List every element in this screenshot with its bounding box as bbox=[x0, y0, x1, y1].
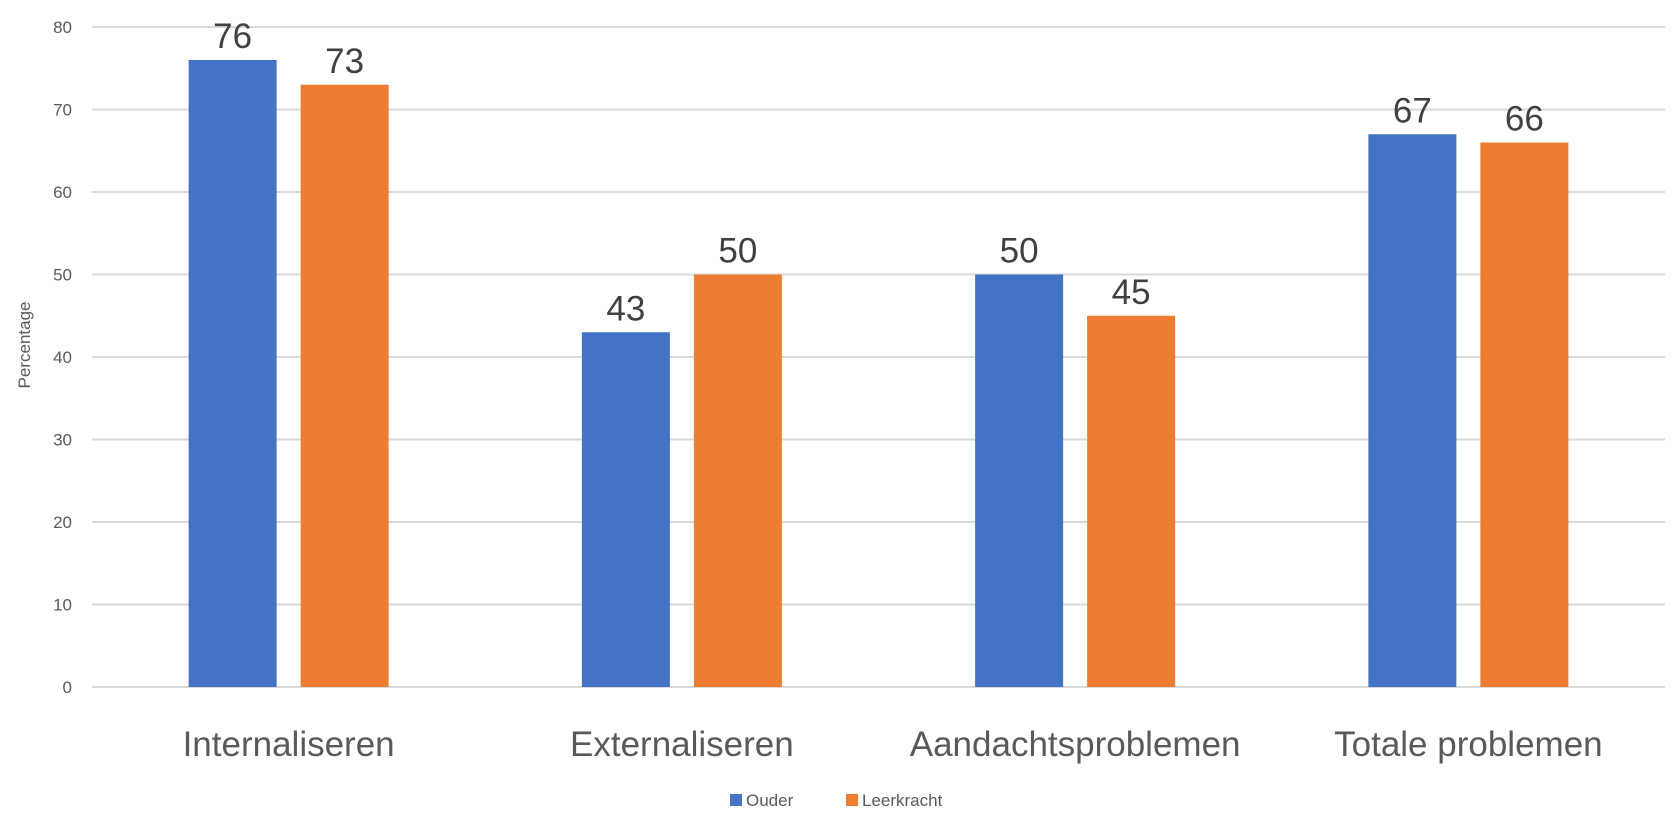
legend-label: Leerkracht bbox=[862, 791, 943, 810]
y-tick-label: 40 bbox=[53, 348, 72, 367]
bar-ouder bbox=[581, 332, 670, 687]
bar-ouder bbox=[975, 274, 1064, 687]
data-label: 43 bbox=[606, 289, 645, 328]
y-axis-label: Percentage bbox=[15, 302, 34, 389]
data-label: 50 bbox=[1000, 232, 1039, 271]
bars bbox=[188, 60, 1569, 687]
x-category-label: Internaliseren bbox=[183, 725, 395, 764]
bar-leerkracht bbox=[300, 84, 389, 687]
data-label: 73 bbox=[325, 42, 364, 81]
bar-leerkracht bbox=[693, 274, 782, 687]
legend-item-leerkracht: Leerkracht bbox=[846, 791, 943, 810]
data-label: 67 bbox=[1393, 91, 1432, 130]
y-tick-label: 30 bbox=[53, 431, 72, 450]
y-tick-label: 60 bbox=[53, 183, 72, 202]
bar-leerkracht bbox=[1480, 142, 1569, 687]
legend-item-ouder: Ouder bbox=[730, 791, 794, 810]
data-labels: 76 73 43 50 50 45 67 66 bbox=[213, 17, 1544, 328]
bar-ouder bbox=[188, 60, 277, 687]
x-axis-categories: Internaliseren Externaliseren Aandachtspro… bbox=[183, 725, 1603, 764]
legend-swatch bbox=[730, 794, 742, 806]
data-label: 76 bbox=[213, 17, 252, 56]
y-tick-label: 50 bbox=[53, 266, 72, 285]
bar-ouder bbox=[1368, 134, 1457, 687]
data-label: 66 bbox=[1505, 100, 1544, 139]
y-tick-label: 10 bbox=[53, 596, 72, 615]
y-axis-ticks: 0 10 20 30 40 50 60 70 80 bbox=[53, 18, 72, 697]
legend-swatch bbox=[846, 794, 858, 806]
y-tick-label: 80 bbox=[53, 18, 72, 37]
bar-leerkracht bbox=[1087, 315, 1176, 687]
x-category-label: Aandachtsproblemen bbox=[910, 725, 1241, 764]
y-tick-label: 70 bbox=[53, 101, 72, 120]
y-tick-label: 0 bbox=[63, 678, 72, 697]
legend: Ouder Leerkracht bbox=[730, 791, 943, 810]
data-label: 50 bbox=[718, 232, 757, 271]
data-label: 45 bbox=[1112, 273, 1151, 312]
y-tick-label: 20 bbox=[53, 513, 72, 532]
x-category-label: Totale problemen bbox=[1334, 725, 1603, 764]
legend-label: Ouder bbox=[746, 791, 794, 810]
x-category-label: Externaliseren bbox=[570, 725, 794, 764]
